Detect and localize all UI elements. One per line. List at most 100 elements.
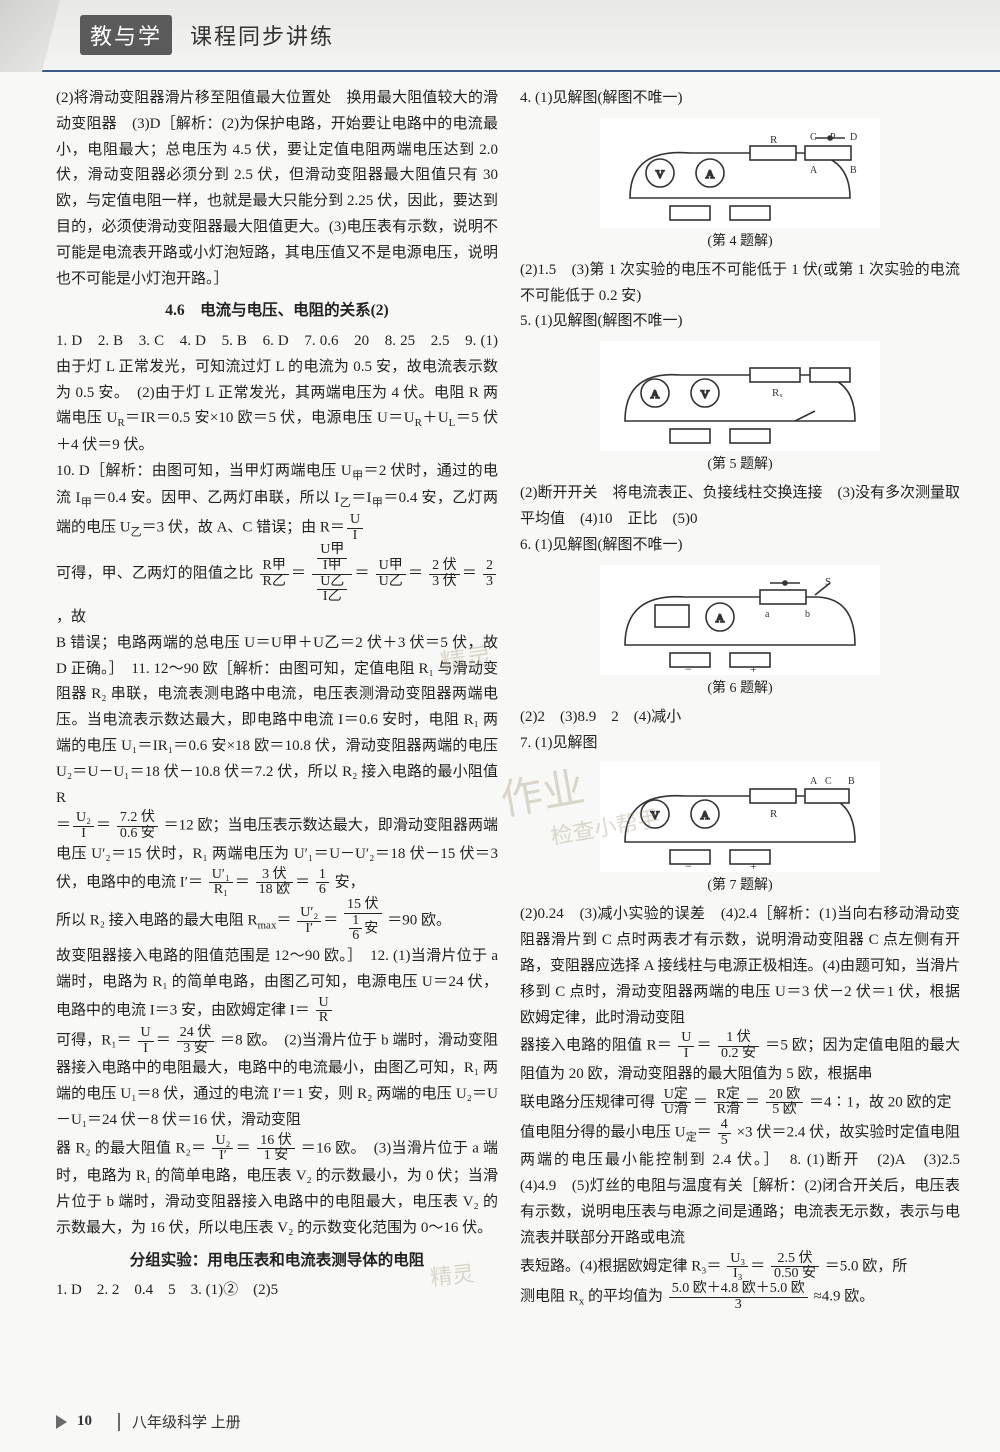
right-p8j: 测电阻 Rx 的平均值为 5.0 欧＋4.8 欧＋5.0 欧3 ≈4.9 欧。 xyxy=(520,1282,960,1312)
sub: R xyxy=(415,417,422,429)
t: 可得，甲、乙两灯的阻值之比 xyxy=(56,566,254,582)
left-p11: 1. D 2. 2 0.4 5 3. (1)② (2)5 xyxy=(56,1278,498,1304)
right-p8f: 值电阻分得的最小电压 U定＝ 45 ×3 伏＝2.4 伏，故实验时定值电阻两端的… xyxy=(520,1118,960,1252)
figure-6: A S a b − + (第 6 题解) xyxy=(520,565,960,701)
t: 所以 R₂ 接入电路的最大电阻 R xyxy=(56,912,258,928)
t: 的平均值为 xyxy=(588,1289,663,1305)
frac-RjRy: R甲R乙 xyxy=(260,559,289,589)
left-p5: B 错误；电路两端的总电压 U＝U甲＋U乙＝2 伏＋3 伏＝5 伏，故 D 正确… xyxy=(56,631,498,812)
svg-text:A: A xyxy=(716,611,725,625)
column-right: 4. (1)见解图(解图不唯一) V A R C P D A B xyxy=(520,86,960,1312)
frac-nested: U甲I甲 U乙I乙 xyxy=(312,543,352,605)
frac-15-16a: 15 伏 16安 xyxy=(344,898,382,944)
circuit-diagram-4-icon: V A R C P D A B xyxy=(600,118,880,228)
svg-text:C: C xyxy=(825,776,832,787)
frac-4-5: 45 xyxy=(718,1118,731,1148)
right-p8d: 联电路分压规律可得 U定U滑＝ R定R滑＝ 20 欧5 欧 ＝4∶1，故 20 … xyxy=(520,1088,960,1118)
svg-text:D: D xyxy=(850,132,857,143)
svg-text:A: A xyxy=(651,387,660,401)
t: 故变阻器接入电路的阻值范围是 12～90 欧。］ 12. (1)当滑片位于 a … xyxy=(56,948,498,1018)
frac-UI-r: UI xyxy=(678,1031,694,1061)
frac-Up2Ip: U′₂I′ xyxy=(297,906,321,936)
t: ＝3 伏，故 A、C 错误；由 R＝ xyxy=(142,520,345,536)
frac-U2-Ip: U₂I′ xyxy=(212,1134,233,1164)
circuit-diagram-7-icon: V A R A C B − + xyxy=(600,762,880,872)
left-p1: (2)将滑动变阻器滑片移至阻值最大位置处 换用最大阻值较大的滑动变阻器 (3)D… xyxy=(56,86,498,292)
svg-text:+: + xyxy=(750,859,757,872)
svg-text:V: V xyxy=(701,387,710,401)
t: ＝4∶1，故 20 欧的定 xyxy=(809,1094,952,1110)
t: 器接入电路的阻值 R＝ xyxy=(520,1038,672,1054)
frac-24-3: 24 伏3 安 xyxy=(177,1026,215,1056)
t: 值电阻分得的最小电压 U xyxy=(520,1125,686,1141)
figure-5: A V Rₓ (第 5 题解) xyxy=(520,341,960,477)
svg-text:b: b xyxy=(805,609,810,620)
sub: x xyxy=(579,1296,585,1308)
left-p7: 所以 R₂ 接入电路的最大电阻 Rmax＝ U′₂I′＝ 15 伏 16安 ＝9… xyxy=(56,898,498,944)
frac-UjUy: U甲U乙 xyxy=(376,559,406,589)
frac-Up1R1: U′₁R₁ xyxy=(209,868,233,898)
t: 表短路。(4)根据欧姆定律 R₃＝ xyxy=(520,1258,721,1274)
figure-6-caption: (第 6 题解) xyxy=(707,677,772,701)
t: 测电阻 R xyxy=(520,1289,579,1305)
content-area: (2)将滑动变阻器滑片移至阻值最大位置处 换用最大阻值较大的滑动变阻器 (3)D… xyxy=(0,72,1000,1312)
svg-text:A: A xyxy=(706,167,715,181)
section-title-exp: 分组实验：用电压表和电流表测导体的电阻 xyxy=(56,1248,498,1275)
right-p4: (2)断开开关 将电流表正、负接线柱交换连接 (3)没有多次测量取平均值 (4)… xyxy=(520,481,960,533)
figure-5-caption: (第 5 题解) xyxy=(707,453,772,477)
t: ，故 xyxy=(56,609,86,625)
right-p6: (2)2 (3)8.9 2 (4)减小 xyxy=(520,705,960,731)
left-p9: 可得，R₁＝ UI＝ 24 伏3 安 ＝8 欧。 (2)当滑片位于 b 端时，滑… xyxy=(56,1026,498,1134)
svg-text:Rₓ: Rₓ xyxy=(772,387,783,399)
frac-25-05: 2.5 伏0.50 安 xyxy=(771,1252,819,1282)
page-header: 教与学 课程同步讲练 xyxy=(0,0,1000,72)
right-p5: 6. (1)见解图(解图不唯一) xyxy=(520,533,960,559)
sub: 乙 xyxy=(339,497,351,509)
frac-UI2: UI xyxy=(138,1026,154,1056)
sub: 乙 xyxy=(131,527,142,539)
frac-U3I3: U₃I₃ xyxy=(727,1252,748,1282)
svg-text:V: V xyxy=(651,808,660,822)
left-p2: 1. D 2. B 3. C 4. D 5. B 6. D 7. 0.6 20 … xyxy=(56,329,498,459)
svg-text:A: A xyxy=(701,808,710,822)
right-p3: 5. (1)见解图(解图不唯一) xyxy=(520,309,960,335)
circuit-diagram-6-icon: A S a b − + xyxy=(600,565,880,675)
sub: 甲 xyxy=(81,497,93,509)
page-footer: 10 八年级科学 上册 xyxy=(56,1411,241,1432)
t: ＝90 欧。 xyxy=(387,912,451,928)
frac-16-1: 16 伏1 安 xyxy=(257,1134,295,1164)
t: ＋U xyxy=(422,410,449,426)
frac-72-06: 7.2 伏0.6 安 xyxy=(117,811,158,841)
svg-text:C: C xyxy=(810,132,817,143)
t: 安， xyxy=(335,874,365,890)
frac-2v3v: 2 伏3 伏 xyxy=(429,559,460,589)
svg-text:a: a xyxy=(765,609,770,620)
t: ×3 伏＝2.4 伏，故实验时定值电阻两端的电压最小能控制到 2.4 伏。］ 8… xyxy=(520,1125,975,1246)
sub: 定 xyxy=(686,1132,697,1144)
svg-text:A: A xyxy=(810,776,818,787)
circuit-diagram-5-icon: A V Rₓ xyxy=(600,341,880,451)
sub: R xyxy=(117,417,124,429)
right-p8h: 表短路。(4)根据欧姆定律 R₃＝ U₃I₃＝ 2.5 伏0.50 安 ＝5.0… xyxy=(520,1252,960,1282)
t: ＝I xyxy=(351,490,371,506)
frac-U2I: U₂I xyxy=(73,811,94,841)
frac-UdUh: U定U滑 xyxy=(661,1088,691,1118)
svg-text:P: P xyxy=(830,132,836,143)
figure-4-caption: (第 4 题解) xyxy=(707,230,772,254)
figure-7-caption: (第 7 题解) xyxy=(707,874,772,898)
column-left: (2)将滑动变阻器滑片移至阻值最大位置处 换用最大阻值较大的滑动变阻器 (3)D… xyxy=(56,86,498,1312)
t: 器 R₂ 的最大阻值 R₂＝ xyxy=(56,1140,206,1156)
svg-text:−: − xyxy=(685,662,692,675)
sub: 甲 xyxy=(352,470,364,482)
frac-avg: 5.0 欧＋4.8 欧＋5.0 欧3 xyxy=(669,1282,808,1312)
footer-divider xyxy=(118,1413,120,1431)
right-p8b: 器接入电路的阻值 R＝ UI＝ 1 伏0.2 安 ＝5 欧；因为定值电阻的最大阻… xyxy=(520,1031,960,1087)
svg-text:A: A xyxy=(810,165,818,176)
t: ＝IR＝0.5 安×10 欧＝5 伏，电源电压 U＝U xyxy=(125,410,415,426)
sub: max xyxy=(258,919,277,931)
frac-U-R: UR xyxy=(316,996,332,1026)
header-accent xyxy=(0,0,60,72)
left-p6: ＝U₂I＝ 7.2 伏0.6 安 ＝12 欧；当电压表示数达最大，即滑动变阻器两… xyxy=(56,811,498,898)
footer-book-title: 八年级科学 上册 xyxy=(132,1411,241,1432)
right-p7: 7. (1)见解图 xyxy=(520,731,960,757)
